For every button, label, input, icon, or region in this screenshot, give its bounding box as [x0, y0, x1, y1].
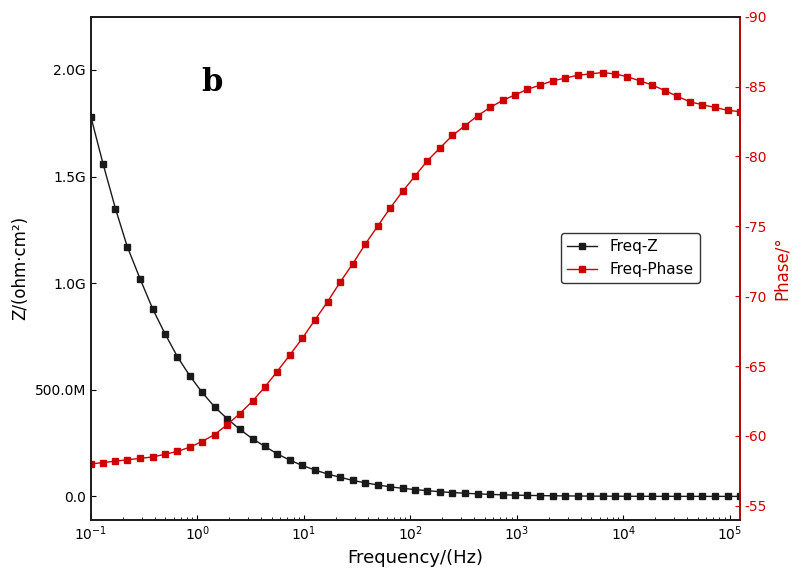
X-axis label: Frequency/(Hz): Frequency/(Hz): [347, 549, 484, 567]
Freq-Z: [498, 491, 508, 498]
Freq-Phase: [585, 71, 595, 77]
Freq-Z: [585, 492, 595, 499]
Line: Freq-Phase: Freq-Phase: [88, 70, 743, 466]
Freq-Z: [660, 493, 670, 500]
Freq-Phase: [498, 97, 508, 104]
Freq-Phase: [735, 108, 745, 115]
Freq-Phase: [460, 122, 470, 129]
Y-axis label: Phase/°: Phase/°: [773, 236, 791, 300]
Freq-Phase: [86, 461, 95, 468]
Legend: Freq-Z, Freq-Phase: Freq-Z, Freq-Phase: [561, 234, 700, 283]
Freq-Phase: [260, 384, 269, 391]
Freq-Z: [86, 113, 95, 120]
Freq-Z: [472, 490, 482, 497]
Text: b: b: [201, 67, 223, 98]
Line: Freq-Z: Freq-Z: [88, 114, 743, 499]
Freq-Z: [460, 490, 470, 497]
Freq-Phase: [673, 93, 683, 100]
Freq-Phase: [472, 112, 482, 119]
Freq-Phase: [597, 69, 607, 76]
Freq-Z: [260, 443, 269, 450]
Freq-Z: [735, 493, 745, 500]
Y-axis label: Z/(ohm·cm²): Z/(ohm·cm²): [11, 216, 29, 320]
